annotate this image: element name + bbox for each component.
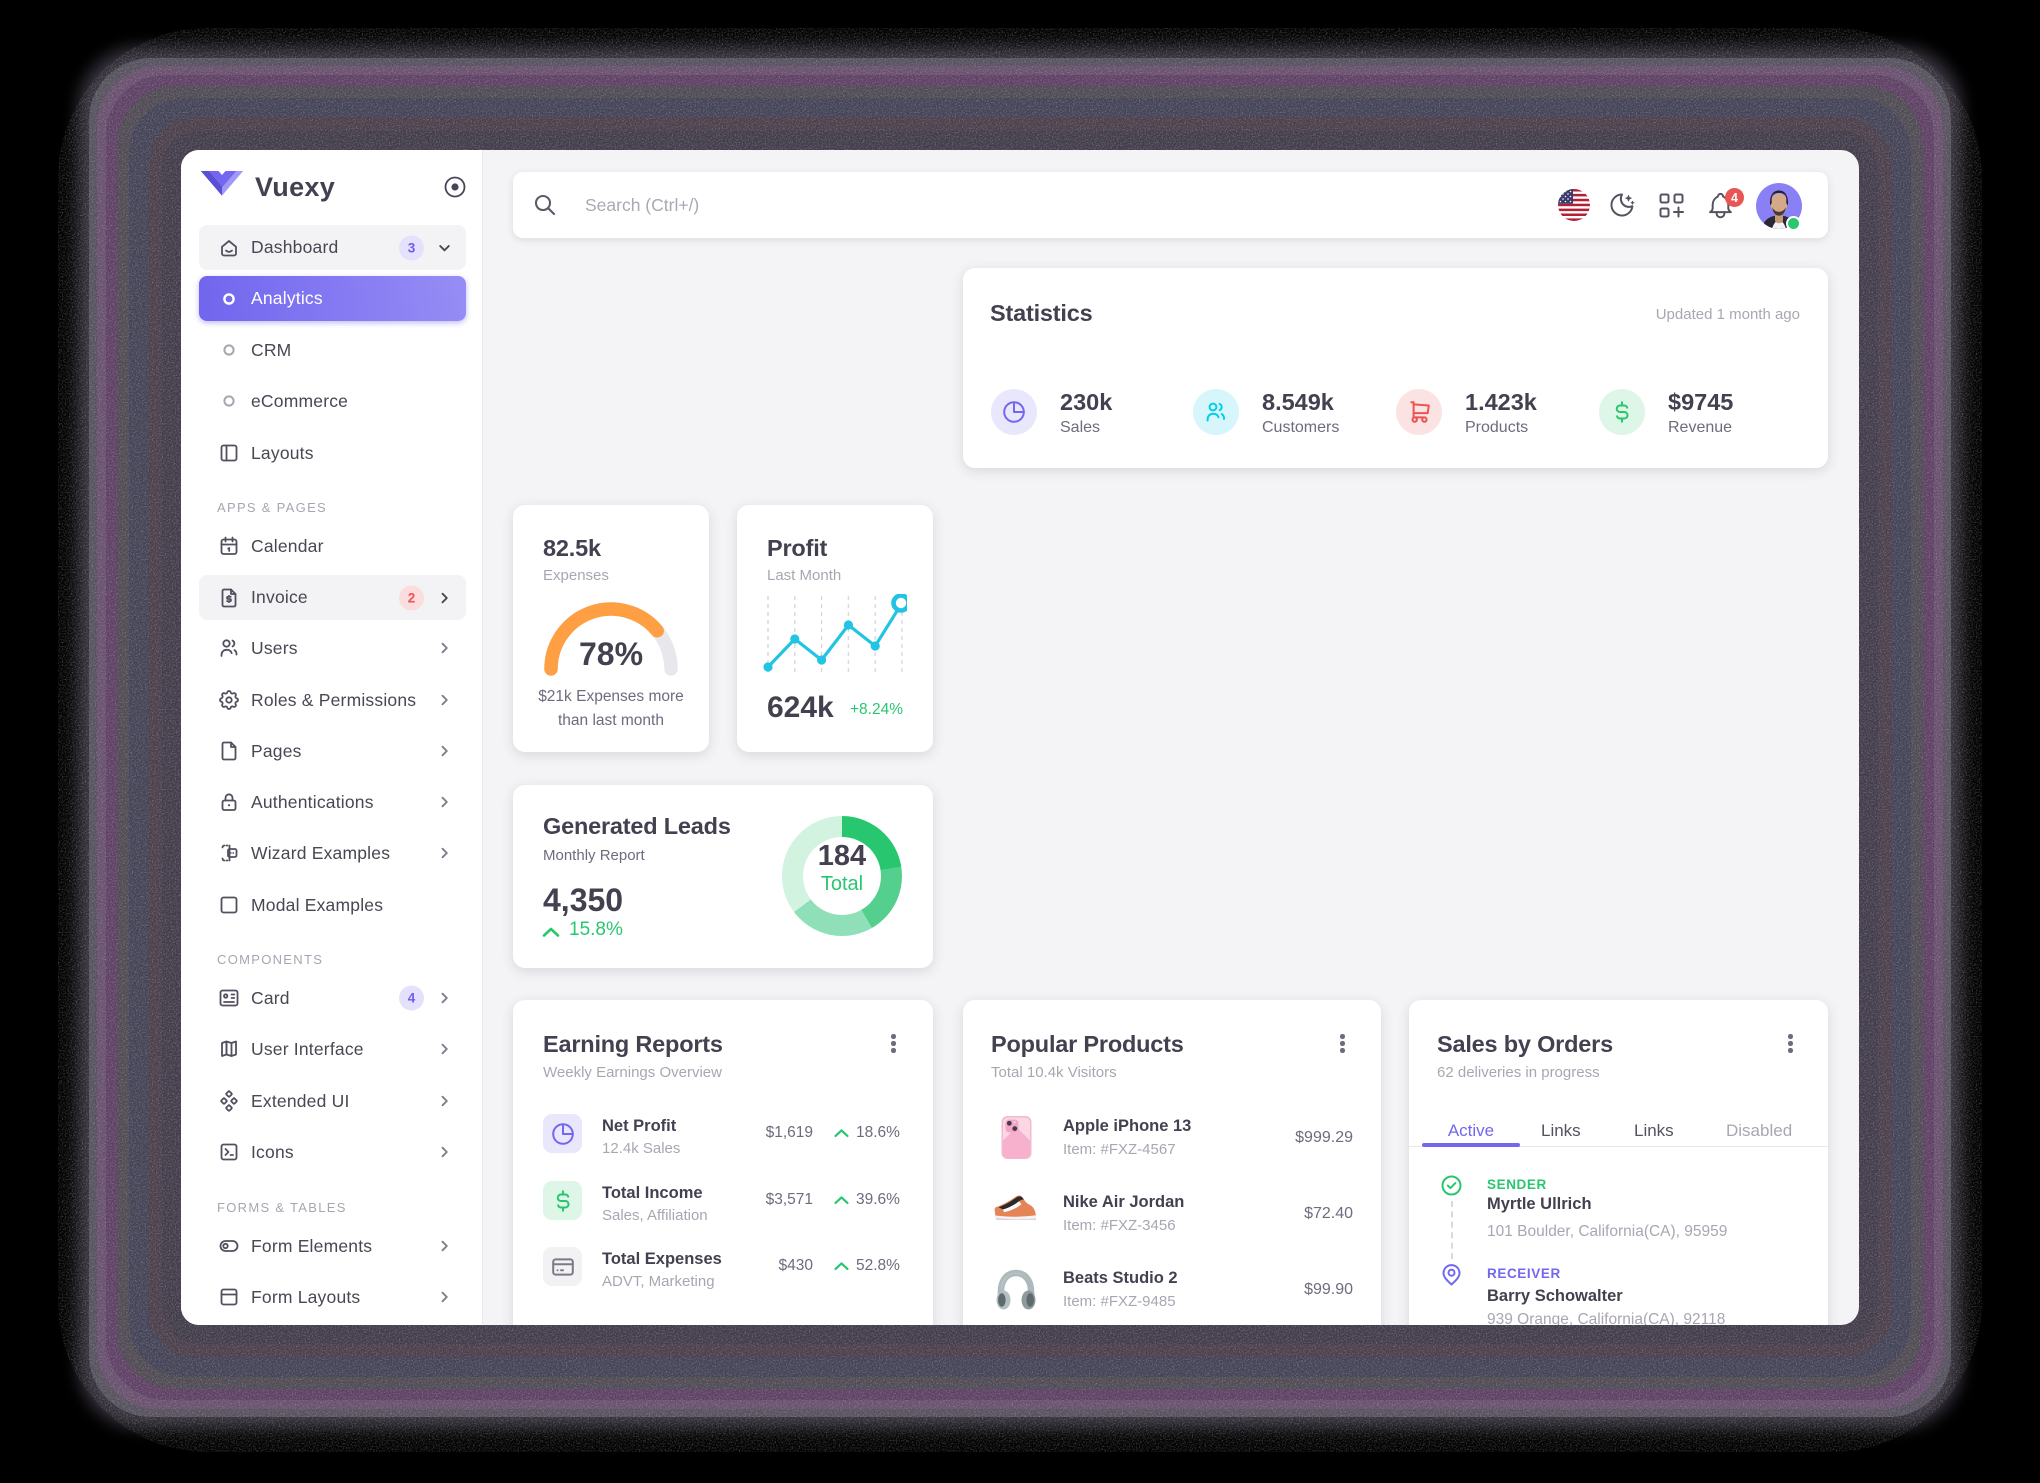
svg-text:78%: 78% [579,636,643,672]
